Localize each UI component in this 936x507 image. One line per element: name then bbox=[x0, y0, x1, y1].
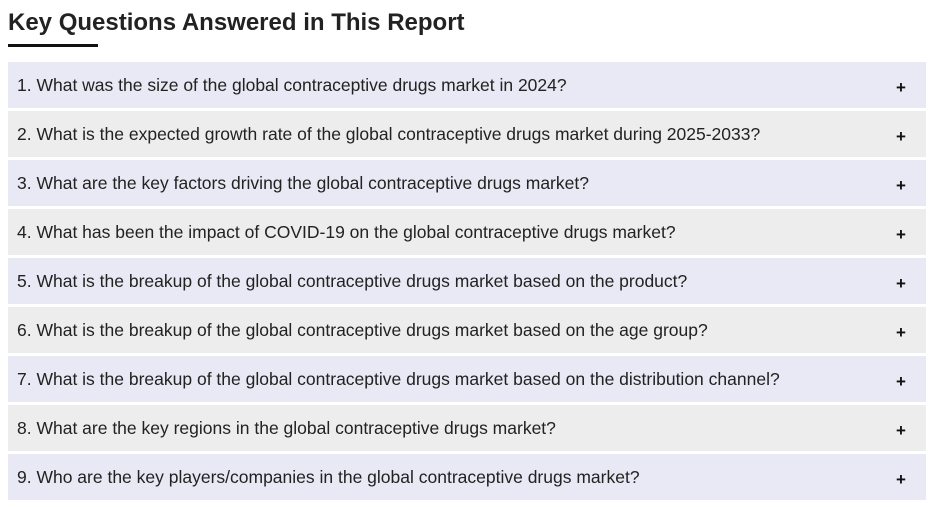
faq-question: 7. What is the breakup of the global con… bbox=[17, 368, 780, 389]
plus-icon[interactable]: + bbox=[896, 372, 906, 391]
plus-icon[interactable]: + bbox=[896, 470, 906, 489]
faq-question: 3. What are the key factors driving the … bbox=[17, 172, 589, 193]
faq-item-3[interactable]: 3. What are the key factors driving the … bbox=[8, 160, 926, 206]
faq-question: 6. What is the breakup of the global con… bbox=[17, 319, 708, 340]
faq-item-6[interactable]: 6. What is the breakup of the global con… bbox=[8, 307, 926, 353]
faq-question: 5. What is the breakup of the global con… bbox=[17, 270, 688, 291]
faq-question: 9. Who are the key players/companies in … bbox=[17, 466, 640, 487]
plus-icon[interactable]: + bbox=[896, 421, 906, 440]
faq-item-2[interactable]: 2. What is the expected growth rate of t… bbox=[8, 111, 926, 157]
plus-icon[interactable]: + bbox=[896, 78, 906, 97]
plus-icon[interactable]: + bbox=[896, 323, 906, 342]
faq-item-8[interactable]: 8. What are the key regions in the globa… bbox=[8, 405, 926, 451]
faq-item-5[interactable]: 5. What is the breakup of the global con… bbox=[8, 258, 926, 304]
faq-question: 2. What is the expected growth rate of t… bbox=[17, 123, 761, 144]
faq-item-1[interactable]: 1. What was the size of the global contr… bbox=[8, 62, 926, 108]
faq-question: 4. What has been the impact of COVID-19 … bbox=[17, 221, 676, 242]
title-underline bbox=[8, 44, 98, 47]
plus-icon[interactable]: + bbox=[896, 225, 906, 244]
faq-list: 1. What was the size of the global contr… bbox=[8, 62, 926, 500]
plus-icon[interactable]: + bbox=[896, 274, 906, 293]
section-title: Key Questions Answered in This Report bbox=[8, 9, 465, 36]
plus-icon[interactable]: + bbox=[896, 127, 906, 146]
faq-question: 8. What are the key regions in the globa… bbox=[17, 417, 556, 438]
plus-icon[interactable]: + bbox=[896, 176, 906, 195]
faq-item-7[interactable]: 7. What is the breakup of the global con… bbox=[8, 356, 926, 402]
faq-item-9[interactable]: 9. Who are the key players/companies in … bbox=[8, 454, 926, 500]
faq-question: 1. What was the size of the global contr… bbox=[17, 74, 567, 95]
faq-item-4[interactable]: 4. What has been the impact of COVID-19 … bbox=[8, 209, 926, 255]
